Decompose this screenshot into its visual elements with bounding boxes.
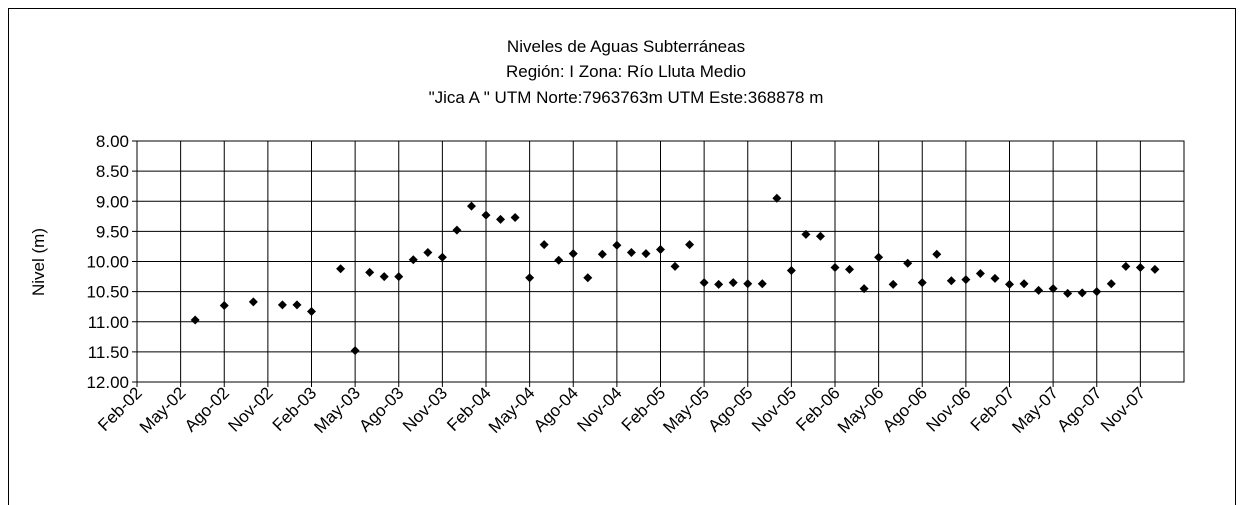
data-point — [394, 272, 404, 282]
data-point — [626, 247, 636, 257]
data-point — [379, 272, 389, 282]
data-point — [685, 240, 695, 250]
data-point — [1034, 285, 1044, 295]
chart-title: Niveles de Aguas Subterráneas — [507, 37, 745, 56]
data-point — [772, 193, 782, 203]
data-point — [1019, 279, 1029, 289]
data-point — [656, 244, 665, 254]
y-tick-label: 9.50 — [96, 222, 129, 241]
data-point — [292, 300, 302, 310]
data-point — [815, 231, 825, 241]
data-point — [190, 315, 200, 325]
data-point — [743, 279, 753, 289]
data-point — [539, 240, 549, 250]
data-point — [728, 278, 738, 288]
data-point — [917, 278, 927, 288]
data-point — [757, 279, 767, 289]
data-point — [1092, 287, 1102, 297]
y-tick-label: 8.00 — [96, 132, 129, 151]
y-tick-label: 8.50 — [96, 162, 129, 181]
data-point — [641, 249, 651, 259]
data-point — [874, 252, 884, 262]
data-point — [466, 201, 476, 211]
data-point — [1150, 264, 1160, 274]
data-point — [903, 258, 913, 268]
data-point — [525, 273, 535, 283]
data-point — [481, 210, 491, 220]
data-point — [612, 240, 622, 250]
data-point — [786, 266, 796, 276]
data-point — [859, 284, 869, 294]
data-point — [1077, 288, 1087, 298]
y-tick-label: 12.00 — [86, 373, 129, 392]
data-point — [336, 264, 346, 274]
data-point — [1106, 279, 1116, 289]
chart-subtitle: Región: I Zona: Río Lluta Medio — [506, 62, 746, 81]
data-point — [597, 249, 607, 259]
data-point — [423, 247, 433, 257]
data-point — [568, 249, 578, 259]
y-tick-label: 10.00 — [86, 253, 129, 272]
data-point — [830, 263, 840, 273]
y-tick-label: 9.00 — [96, 192, 129, 211]
data-point — [350, 346, 360, 356]
data-point — [975, 269, 985, 279]
data-point — [1121, 261, 1131, 271]
data-point — [1063, 288, 1073, 298]
data-point — [365, 267, 375, 277]
chart-subtitle: "Jica A " UTM Norte:7963763m UTM Este:36… — [429, 88, 824, 107]
data-point — [277, 300, 287, 310]
data-point — [452, 225, 462, 235]
y-tick-label: 10.50 — [86, 283, 129, 302]
y-axis-label: Nivel (m) — [29, 228, 48, 296]
data-point — [248, 297, 258, 307]
data-point — [888, 279, 898, 289]
data-point — [961, 275, 971, 285]
data-point — [307, 307, 316, 317]
data-point — [801, 229, 811, 239]
data-point — [1005, 279, 1014, 289]
data-point — [554, 255, 564, 265]
data-point — [437, 252, 447, 262]
data-point — [510, 213, 520, 223]
data-point — [496, 214, 506, 224]
data-point — [1048, 284, 1058, 294]
data-point — [990, 273, 1000, 283]
data-point — [583, 273, 593, 283]
data-point — [946, 276, 956, 286]
data-point — [408, 255, 418, 265]
y-tick-label: 11.50 — [88, 343, 129, 362]
data-point — [219, 300, 229, 310]
y-tick-label: 11.00 — [88, 313, 129, 332]
data-point — [932, 249, 942, 259]
data-point — [699, 278, 709, 288]
data-point — [714, 279, 724, 289]
data-point — [845, 264, 855, 274]
data-point — [1135, 263, 1145, 273]
data-point — [670, 261, 680, 271]
